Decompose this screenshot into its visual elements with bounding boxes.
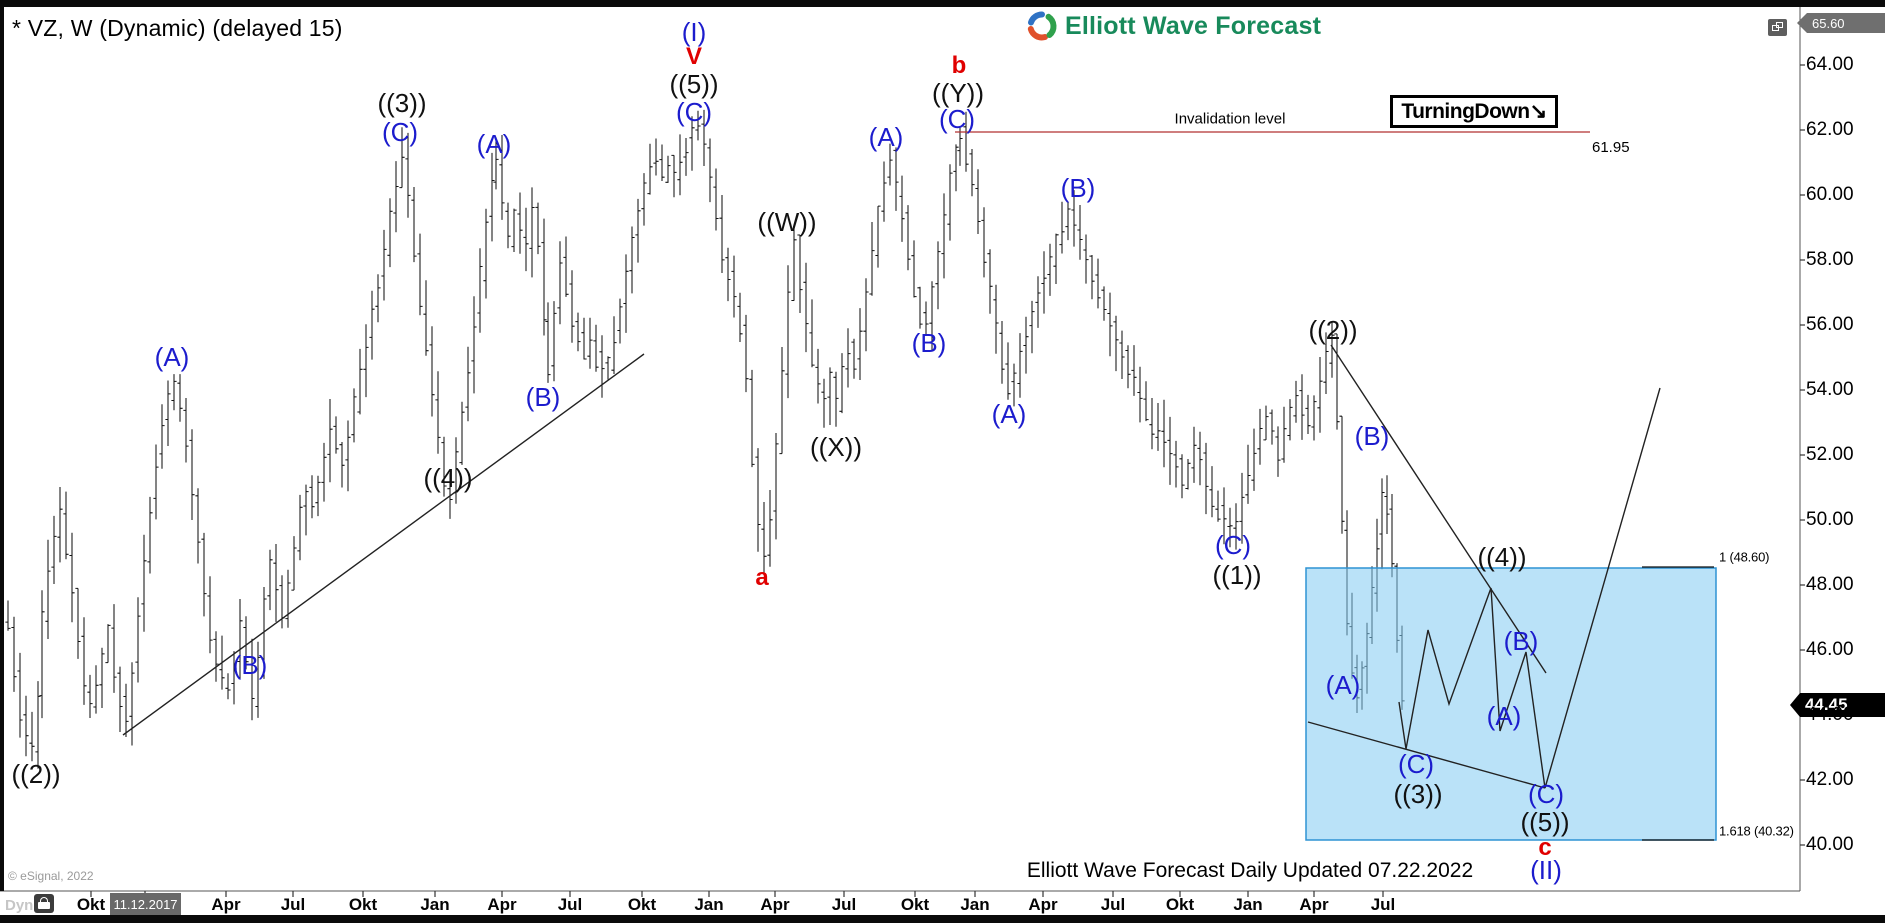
price-axis-label: 44.00: [1806, 704, 1854, 725]
dyn-mode-label: Dyn: [5, 897, 34, 914]
month-label: Jan: [1233, 895, 1263, 914]
wave-label: ((3)): [377, 88, 427, 118]
wave-label: a: [755, 564, 769, 591]
bottom-border: [0, 915, 1885, 923]
invalidation-label: Invalidation level: [1174, 110, 1286, 128]
price-axis-label: 50.00: [1806, 509, 1854, 530]
price-axis-label: 40.00: [1806, 834, 1854, 855]
restore-window-button[interactable]: [1768, 19, 1787, 36]
wave-label: V: [685, 43, 703, 70]
wave-label: (B): [1503, 626, 1539, 656]
wave-label: (A): [154, 342, 190, 372]
month-label: Apr: [1028, 895, 1058, 914]
scale-top-badge: 65.60: [1797, 13, 1885, 33]
month-label: Jul: [280, 895, 306, 914]
date-range-chip[interactable]: 11.12.2017: [110, 893, 181, 915]
wave-label: (B): [1060, 173, 1096, 203]
wave-label: (C): [1397, 749, 1435, 779]
month-label: Apr: [211, 895, 241, 914]
month-label: Jan: [420, 895, 450, 914]
fib-1618-label: 1.618 (40.32): [1719, 823, 1794, 839]
month-label: Jan: [960, 895, 990, 914]
wave-label: (B): [232, 650, 268, 680]
target-zone-box: [1305, 567, 1717, 841]
wave-label: (C): [1527, 779, 1565, 809]
last-price-badge: 44.45: [1790, 693, 1885, 717]
update-watermark: Elliott Wave Forecast Daily Updated 07.2…: [1026, 859, 1474, 882]
month-label: Jul: [557, 895, 583, 914]
symbol-title: * VZ, W (Dynamic) (delayed 15): [12, 15, 343, 41]
wave-label: (A): [1325, 670, 1361, 700]
price-axis-label: 64.00: [1806, 54, 1854, 75]
wave-label: ((Y)): [932, 78, 984, 108]
wave-label: ((3)): [1393, 779, 1443, 809]
forecast-path: [1398, 387, 1661, 789]
top-border: [0, 0, 1885, 7]
wave-label: (C): [1214, 530, 1252, 560]
wave-label: ((W)): [757, 207, 817, 237]
month-label: Jul: [1100, 895, 1126, 914]
month-label: Apr: [1299, 895, 1329, 914]
wave-label: ((2)): [1308, 315, 1358, 345]
month-label: Okt: [348, 895, 378, 914]
turning-down-callout: TurningDown ↘: [1390, 95, 1558, 128]
wave-label: b: [951, 52, 967, 79]
wave-label: (A): [991, 399, 1027, 429]
wave-label: (B): [911, 328, 947, 358]
wave-label: ((4)): [423, 463, 473, 493]
trend-line-2: [1307, 721, 1546, 789]
wave-label: ((2)): [11, 759, 61, 789]
wave-label: (I): [681, 17, 707, 47]
price-axis-label: 54.00: [1806, 379, 1854, 400]
wave-label: (A): [868, 122, 904, 152]
wave-label: (A): [476, 129, 512, 159]
wave-label: (II): [1530, 855, 1562, 885]
month-label: Okt: [1165, 895, 1195, 914]
month-label: Apr: [760, 895, 790, 914]
wave-label: (B): [525, 382, 561, 412]
fib-100-label: 1 (48.60): [1719, 549, 1770, 565]
wave-label: ((5)): [1520, 807, 1570, 837]
brand-logo: Elliott Wave Forecast: [1026, 10, 1321, 42]
price-axis-label: 52.00: [1806, 444, 1854, 465]
wave-label: (C): [381, 117, 419, 147]
price-axis-label: 62.00: [1806, 119, 1854, 140]
lock-icon[interactable]: [34, 894, 54, 913]
wave-label: (C): [938, 104, 976, 134]
turning-down-label: TurningDown: [1401, 99, 1530, 123]
wave-label: ((1)): [1212, 560, 1262, 590]
month-label: Okt: [627, 895, 657, 914]
wave-label: c: [1538, 834, 1552, 861]
month-label: Jul: [1370, 895, 1396, 914]
wave-label: (B): [1354, 421, 1390, 451]
price-axis-label: 58.00: [1806, 249, 1854, 270]
wave-label: ((X)): [810, 432, 862, 462]
brand-name: Elliott Wave Forecast: [1065, 11, 1322, 40]
month-label: Apr: [487, 895, 517, 914]
month-label: Jul: [831, 895, 857, 914]
price-axis-label: 42.00: [1806, 769, 1854, 790]
wave-label: (A): [1486, 701, 1522, 731]
price-axis-label: 48.00: [1806, 574, 1854, 595]
trend-line-0: [122, 353, 645, 736]
month-label: Okt: [76, 895, 106, 914]
price-axis-label: 56.00: [1806, 314, 1854, 335]
wave-label: (C): [675, 97, 713, 127]
wave-label: ((5)): [669, 69, 719, 99]
invalidation-price: 61.95: [1592, 139, 1630, 156]
ohlc-bars: [5, 109, 1405, 769]
price-axis-label: 60.00: [1806, 184, 1854, 205]
month-label: Okt: [900, 895, 930, 914]
month-label: Jan: [694, 895, 724, 914]
trend-line-1: [1330, 344, 1547, 674]
left-border: [0, 0, 4, 891]
down-right-arrow-icon: ↘: [1529, 100, 1548, 123]
swirl-circle-icon: [1027, 11, 1057, 41]
copyright-text: © eSignal, 2022: [8, 869, 94, 883]
wave-label: ((4)): [1477, 542, 1527, 572]
price-axis-label: 46.00: [1806, 639, 1854, 660]
